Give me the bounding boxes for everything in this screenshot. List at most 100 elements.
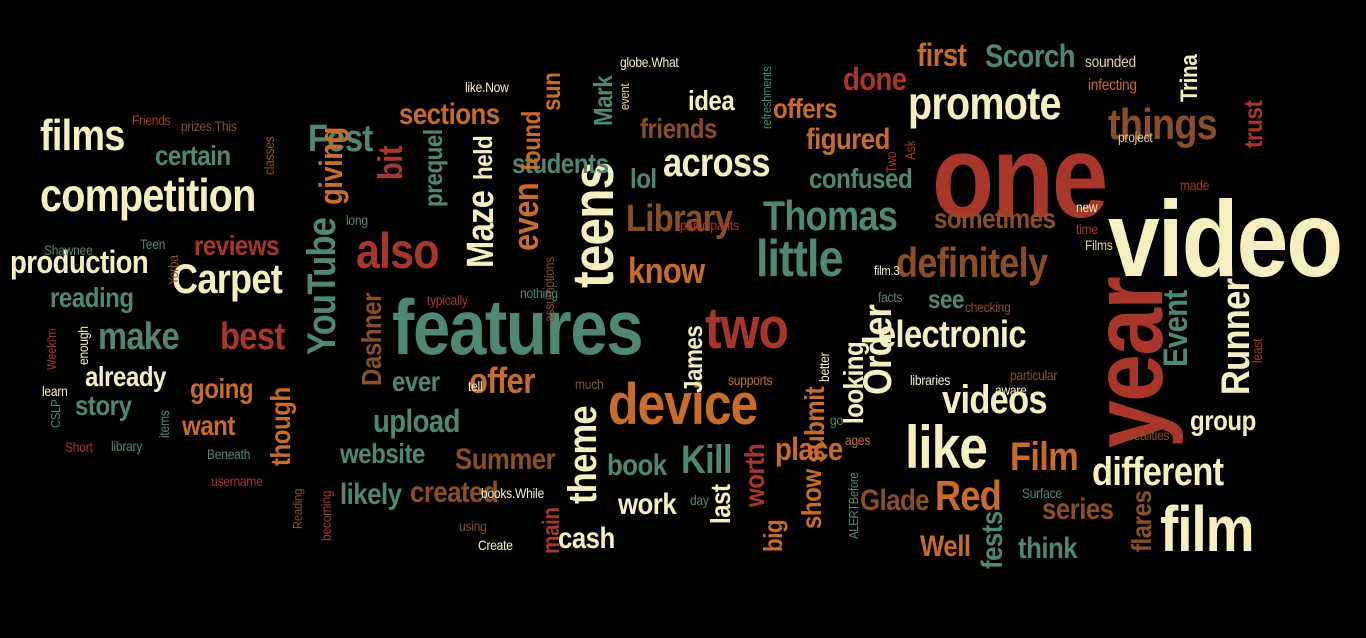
word-glade: Glade (860, 484, 930, 517)
word-day: day (690, 492, 709, 508)
word-story: story (75, 390, 132, 421)
word-long: long (346, 212, 368, 228)
word-also: also (356, 223, 439, 279)
word-alertbefore: ALERTBefore (846, 472, 861, 539)
word-teen: Teen (140, 236, 166, 252)
word-least: least (1249, 338, 1265, 363)
word-much: much (575, 376, 604, 392)
word-sun: sun (536, 72, 566, 111)
word-surface: Surface (1022, 485, 1062, 501)
word-ask: Ask (902, 140, 918, 160)
word-two: two (705, 296, 789, 361)
word-classes: classes (261, 136, 277, 175)
word-globe-what: globe.What (620, 54, 679, 70)
word-work: work (618, 488, 677, 521)
word-like-now: like.Now (465, 79, 509, 95)
word-using: using (459, 518, 487, 534)
word-assumptions: assumptions (541, 257, 557, 322)
word-dashner: Dashner (356, 293, 387, 386)
word-summer: Summer (455, 443, 556, 476)
word-big: big (758, 519, 788, 552)
word-electronic: electronic (878, 314, 1027, 356)
word-libraries: libraries (910, 372, 950, 388)
word-know: know (628, 250, 705, 291)
word-bit: bit (372, 146, 410, 180)
word-red: Red (935, 472, 1002, 519)
word-becoming: becoming (318, 490, 334, 541)
word-like: like (905, 414, 988, 481)
word-upload: upload (373, 403, 460, 439)
word-device: device (608, 372, 758, 437)
word-group: group (1190, 405, 1256, 436)
word-competition: competition (40, 169, 256, 221)
word-teens: teens (561, 162, 626, 288)
word-students: students (512, 148, 609, 179)
word-lol: lol (630, 163, 657, 194)
word-book: book (607, 449, 667, 482)
word-even: even (505, 182, 546, 251)
word-video: video (1108, 178, 1343, 299)
word-reading: Reading (290, 488, 305, 529)
word-across: across (663, 141, 770, 185)
word-participants: participants (680, 217, 739, 233)
word-place: place (775, 431, 843, 467)
word-ages: ages (845, 432, 871, 448)
word-enough: enough (75, 326, 91, 365)
word-yorba: Yorba (165, 255, 181, 285)
word-films: films (40, 111, 125, 160)
word-promote: promote (908, 77, 1061, 129)
word-aware: aware (995, 382, 1027, 398)
word-confused: confused (809, 163, 913, 194)
word-nothing: nothing (520, 285, 558, 301)
word-theme: theme (561, 406, 605, 504)
word-create: Create (478, 537, 513, 553)
word-fest: Fest (308, 118, 373, 160)
word-show: show (796, 469, 827, 529)
word-refreshments: refreshments (759, 66, 774, 129)
word-sections: sections (399, 98, 500, 131)
word-reviews: reviews (194, 230, 279, 261)
word-username: username (211, 473, 263, 489)
word-make: make (98, 316, 180, 358)
word-first: first (917, 37, 967, 73)
word-made: made (1180, 177, 1210, 193)
word-offer: offer (469, 360, 535, 401)
word-short: Short (65, 439, 93, 455)
word-offers: offers (773, 93, 838, 124)
word-two: Two (883, 151, 899, 173)
word-event: Event (1157, 290, 1195, 367)
word-supports: supports (728, 372, 773, 388)
word-see: see (928, 284, 964, 314)
word-friends: friends (640, 113, 717, 144)
word-idea: idea (688, 85, 735, 116)
word-friends: Friends (132, 112, 171, 128)
word-event: event (617, 83, 632, 110)
word-series: series (1042, 493, 1114, 526)
word-well: Well (920, 530, 971, 563)
word-tell: tell (468, 378, 483, 394)
word-production: production (10, 244, 149, 280)
word-features: features (392, 283, 644, 371)
word-little: little (756, 230, 843, 288)
word-items: items (156, 410, 172, 438)
word-typically: typically (427, 292, 468, 308)
word-film: Film (1010, 435, 1079, 479)
word-film: film (1160, 493, 1255, 565)
word-different: different (1092, 450, 1224, 494)
word-infecting: infecting (1088, 77, 1137, 94)
word-trina: Trina (1176, 54, 1203, 102)
word-going: going (190, 373, 254, 404)
word-videos: videos (942, 378, 1048, 422)
word-shawnee: Shawnee (44, 242, 93, 258)
word-certain: certain (155, 140, 231, 171)
word-sounded: sounded (1085, 54, 1136, 71)
word-main: main (538, 507, 565, 554)
word-project: project (1118, 129, 1153, 145)
word-mark: Mark (588, 75, 618, 126)
word-figured: figured (806, 123, 890, 156)
word-ever: ever (392, 366, 440, 397)
word-weeki-m: WeekI'm (44, 328, 59, 370)
word-website: website (340, 438, 425, 469)
word-particular: particular (1010, 367, 1058, 383)
